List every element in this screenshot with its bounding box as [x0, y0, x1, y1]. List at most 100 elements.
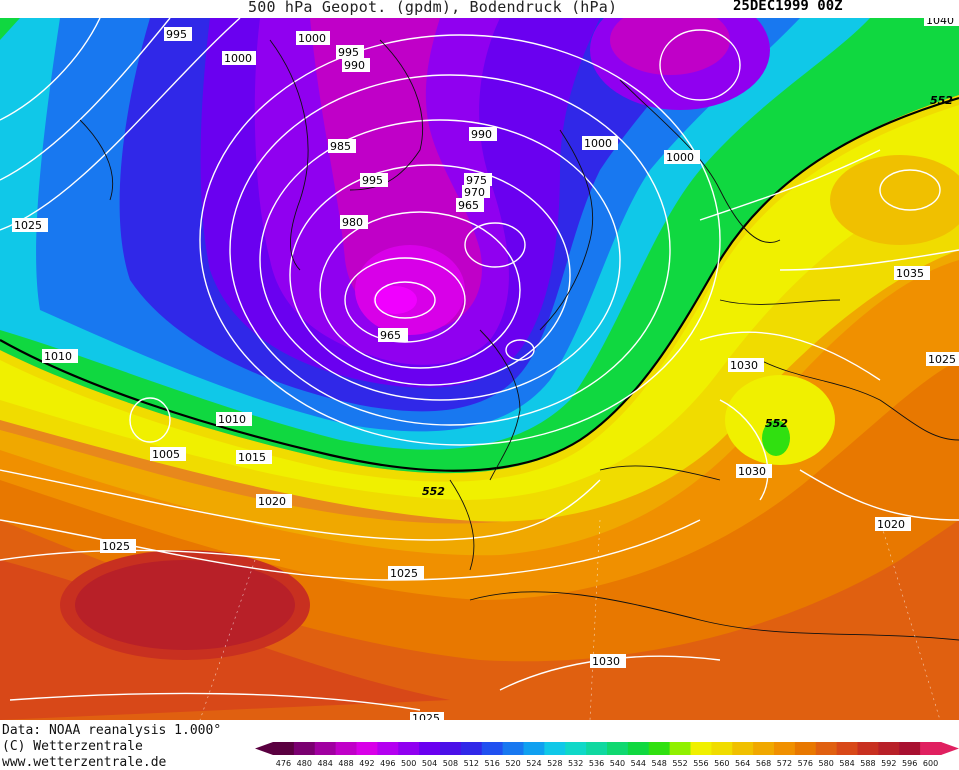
svg-text:1035: 1035: [896, 267, 924, 280]
legend-tick-label: 532: [568, 759, 583, 768]
isobar-label: 995: [164, 27, 192, 41]
svg-text:995: 995: [338, 46, 359, 59]
legend-swatch: [691, 742, 712, 755]
legend-tick-label: 528: [547, 759, 562, 768]
data-source-text: Data: NOAA reanalysis 1.000°: [2, 723, 221, 738]
legend-tick-label: 588: [860, 759, 875, 768]
isobar-label: 1010: [216, 412, 252, 426]
legend-tick-label: 576: [798, 759, 813, 768]
legend-tick-label: 584: [839, 759, 854, 768]
svg-text:1040: 1040: [926, 18, 954, 27]
isobar-label: 965: [456, 198, 484, 212]
legend-tick-label: 600: [923, 759, 938, 768]
isobar-label: 1025: [100, 539, 136, 553]
legend-swatch: [357, 742, 378, 755]
legend-swatch: [565, 742, 586, 755]
isobar-label: 990: [469, 127, 497, 141]
legend-swatch: [649, 742, 670, 755]
legend-swatch: [795, 742, 816, 755]
legend-tick-label: 596: [902, 759, 917, 768]
isobar-label: 975: [464, 173, 492, 187]
svg-text:1030: 1030: [730, 359, 758, 372]
isobar-label: 1030: [728, 358, 764, 372]
legend-tick-label: 552: [672, 759, 687, 768]
isobar-label: 1025: [926, 352, 959, 366]
legend-arrow-right: [941, 742, 959, 755]
weather-map: 995 1000 1000 995 990 990 985 995 980 97…: [0, 18, 959, 720]
legend-tick-label: 580: [819, 759, 834, 768]
legend-swatch: [482, 742, 503, 755]
legend-swatch: [607, 742, 628, 755]
legend-swatch: [837, 742, 858, 755]
isobar-label: 965: [378, 328, 408, 342]
svg-text:965: 965: [380, 329, 401, 342]
legend-swatch: [544, 742, 565, 755]
isobar-label: 1025: [12, 218, 48, 232]
svg-text:980: 980: [342, 216, 363, 229]
legend-swatch: [419, 742, 440, 755]
isobar-label: 1000: [222, 51, 256, 65]
map-title: 500 hPa Geopot. (gpdm), Bodendruck (hPa): [248, 0, 617, 16]
isobar-label: 1035: [894, 266, 930, 280]
legend-tick-label: 548: [652, 759, 667, 768]
svg-text:1000: 1000: [298, 32, 326, 45]
isobar-label: 1020: [875, 517, 911, 531]
isobar-label: 980: [340, 215, 368, 229]
isobar-label: 1040: [924, 18, 959, 27]
svg-text:1025: 1025: [412, 712, 440, 720]
legend-tick-label: 524: [526, 759, 541, 768]
legend-swatch: [524, 742, 545, 755]
legend-tick-label: 536: [589, 759, 604, 768]
isobar-label: 1000: [296, 31, 330, 45]
legend-tick-label: 504: [422, 759, 437, 768]
svg-text:1030: 1030: [738, 465, 766, 478]
legend-swatch: [398, 742, 419, 755]
isobar-label: 1015: [236, 450, 272, 464]
map-canvas: 995 1000 1000 995 990 990 985 995 980 97…: [0, 18, 959, 720]
legend-tick-label: 476: [276, 759, 291, 768]
isobar-label: 1025: [410, 712, 444, 720]
isobar-label: 1025: [388, 566, 424, 580]
isobar-label: 985: [328, 139, 356, 153]
svg-text:1025: 1025: [928, 353, 956, 366]
svg-text:1000: 1000: [584, 137, 612, 150]
legend-tick-label: 488: [338, 759, 353, 768]
svg-text:1010: 1010: [44, 350, 72, 363]
isobar-label: 995: [360, 173, 388, 187]
header: 500 hPa Geopot. (gpdm), Bodendruck (hPa)…: [0, 0, 959, 18]
svg-text:1020: 1020: [258, 495, 286, 508]
svg-text:1000: 1000: [224, 52, 252, 65]
legend-swatch: [899, 742, 920, 755]
legend-swatch: [628, 742, 649, 755]
svg-text:1025: 1025: [390, 567, 418, 580]
svg-text:965: 965: [458, 199, 479, 212]
legend-tick-label: 508: [443, 759, 458, 768]
svg-text:990: 990: [471, 128, 492, 141]
isobar-label: 1000: [582, 136, 618, 150]
legend-tick-label: 520: [505, 759, 520, 768]
legend-swatch: [315, 742, 336, 755]
legend-swatch: [878, 742, 899, 755]
isobar-label: 1020: [256, 494, 292, 508]
svg-text:970: 970: [464, 186, 485, 199]
legend-swatch: [440, 742, 461, 755]
height-label: 552: [422, 485, 445, 498]
svg-text:995: 995: [362, 174, 383, 187]
date-stamp: 25DEC1999 00Z: [733, 0, 843, 14]
legend-tick-label: 500: [401, 759, 416, 768]
legend-tick-label: 560: [714, 759, 729, 768]
svg-text:1005: 1005: [152, 448, 180, 461]
svg-text:1010: 1010: [218, 413, 246, 426]
legend-tick-label: 556: [693, 759, 708, 768]
legend-tick-label: 480: [297, 759, 312, 768]
svg-text:1025: 1025: [102, 540, 130, 553]
legend-tick-label: 544: [631, 759, 646, 768]
legend-swatch: [377, 742, 398, 755]
legend-tick-label: 516: [485, 759, 500, 768]
legend-swatch: [461, 742, 482, 755]
legend-tick-label: 564: [735, 759, 750, 768]
svg-text:1015: 1015: [238, 451, 266, 464]
isobar-label: 970: [462, 185, 490, 199]
legend-swatch: [711, 742, 732, 755]
legend-tick-label: 572: [777, 759, 792, 768]
